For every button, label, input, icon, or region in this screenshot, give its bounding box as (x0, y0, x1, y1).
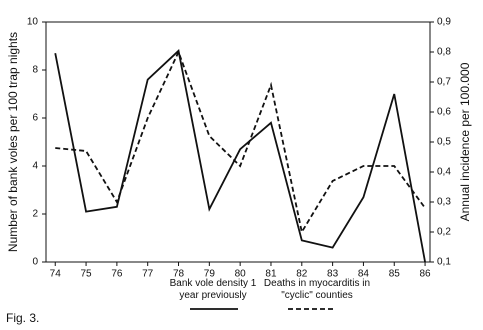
x-tick-label: 79 (204, 269, 216, 280)
x-tick-label: 81 (265, 269, 277, 280)
x-tick-label: 78 (173, 269, 185, 280)
y-tick-label: 4 (32, 161, 38, 172)
y2-tick-label: 0,9 (437, 17, 451, 28)
y-tick-label: 10 (27, 17, 39, 28)
x-tick-label: 80 (235, 269, 247, 280)
series-line (55, 49, 426, 235)
y-axis-label: Number of bank voles per 100 trap nights (6, 32, 20, 252)
y2-tick-label: 0,2 (437, 227, 451, 238)
x-tick-label: 85 (389, 269, 401, 280)
y2-tick-label: 0,6 (437, 107, 451, 118)
y2-tick-label: 0,5 (437, 137, 451, 148)
x-tick-label: 77 (142, 269, 154, 280)
x-tick-label: 82 (296, 269, 308, 280)
series-line (54, 49, 426, 263)
x-tick-label: 86 (420, 269, 432, 280)
y2-axis-label: Annual incidence per 100.000 (458, 62, 472, 221)
x-tick-label: 74 (50, 269, 62, 280)
legend-label: Bank vole density 1 year previously (169, 278, 257, 301)
y-tick-label: 6 (32, 113, 38, 124)
y2-tick-label: 0,1 (437, 257, 451, 268)
x-tick-label: 76 (111, 269, 123, 280)
plot-frame (45, 21, 431, 263)
caption: Fig. 3. (6, 311, 39, 325)
y2-tick-label: 0,7 (437, 77, 451, 88)
y-tick-label: 0 (32, 257, 38, 268)
legend-label: Deaths in myocarditis in "cyclic" counti… (263, 278, 371, 301)
y-tick-label: 2 (32, 209, 38, 220)
y2-tick-label: 0,3 (437, 197, 451, 208)
y2-tick-label: 0,4 (437, 167, 451, 178)
y2-tick-label: 0,8 (437, 47, 451, 58)
x-tick-label: 84 (358, 269, 370, 280)
x-tick-label: 83 (327, 269, 339, 280)
x-tick-label: 75 (81, 269, 93, 280)
y-tick-label: 8 (32, 65, 38, 76)
